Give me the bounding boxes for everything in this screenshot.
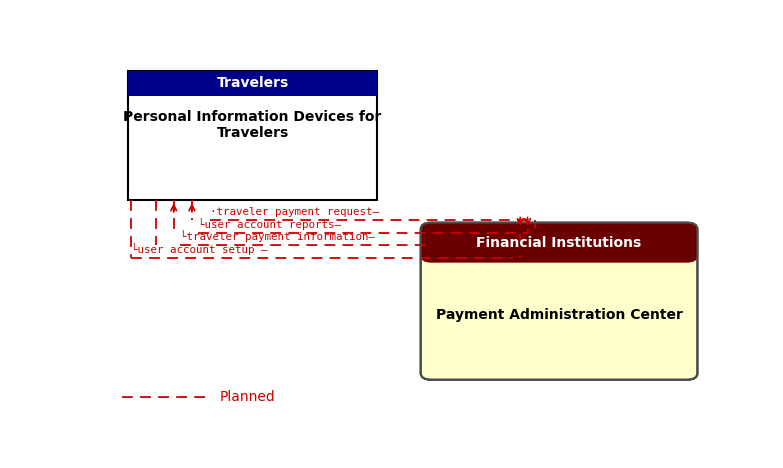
Text: Personal Information Devices for
Travelers: Personal Information Devices for Travele… <box>124 110 382 140</box>
Text: └user account setup —: └user account setup — <box>132 243 268 255</box>
FancyBboxPatch shape <box>420 223 698 380</box>
Text: Travelers: Travelers <box>216 76 289 90</box>
Bar <box>128 71 377 200</box>
Text: └traveler payment information—: └traveler payment information— <box>180 230 375 242</box>
Bar <box>128 71 377 96</box>
Text: └user account reports—: └user account reports— <box>198 218 341 230</box>
Text: Payment Administration Center: Payment Administration Center <box>435 308 683 322</box>
Text: Planned: Planned <box>219 390 275 404</box>
Bar <box>431 241 687 256</box>
Text: ·traveler payment request—: ·traveler payment request— <box>210 207 379 217</box>
Text: Financial Institutions: Financial Institutions <box>476 236 642 249</box>
FancyBboxPatch shape <box>420 223 698 263</box>
